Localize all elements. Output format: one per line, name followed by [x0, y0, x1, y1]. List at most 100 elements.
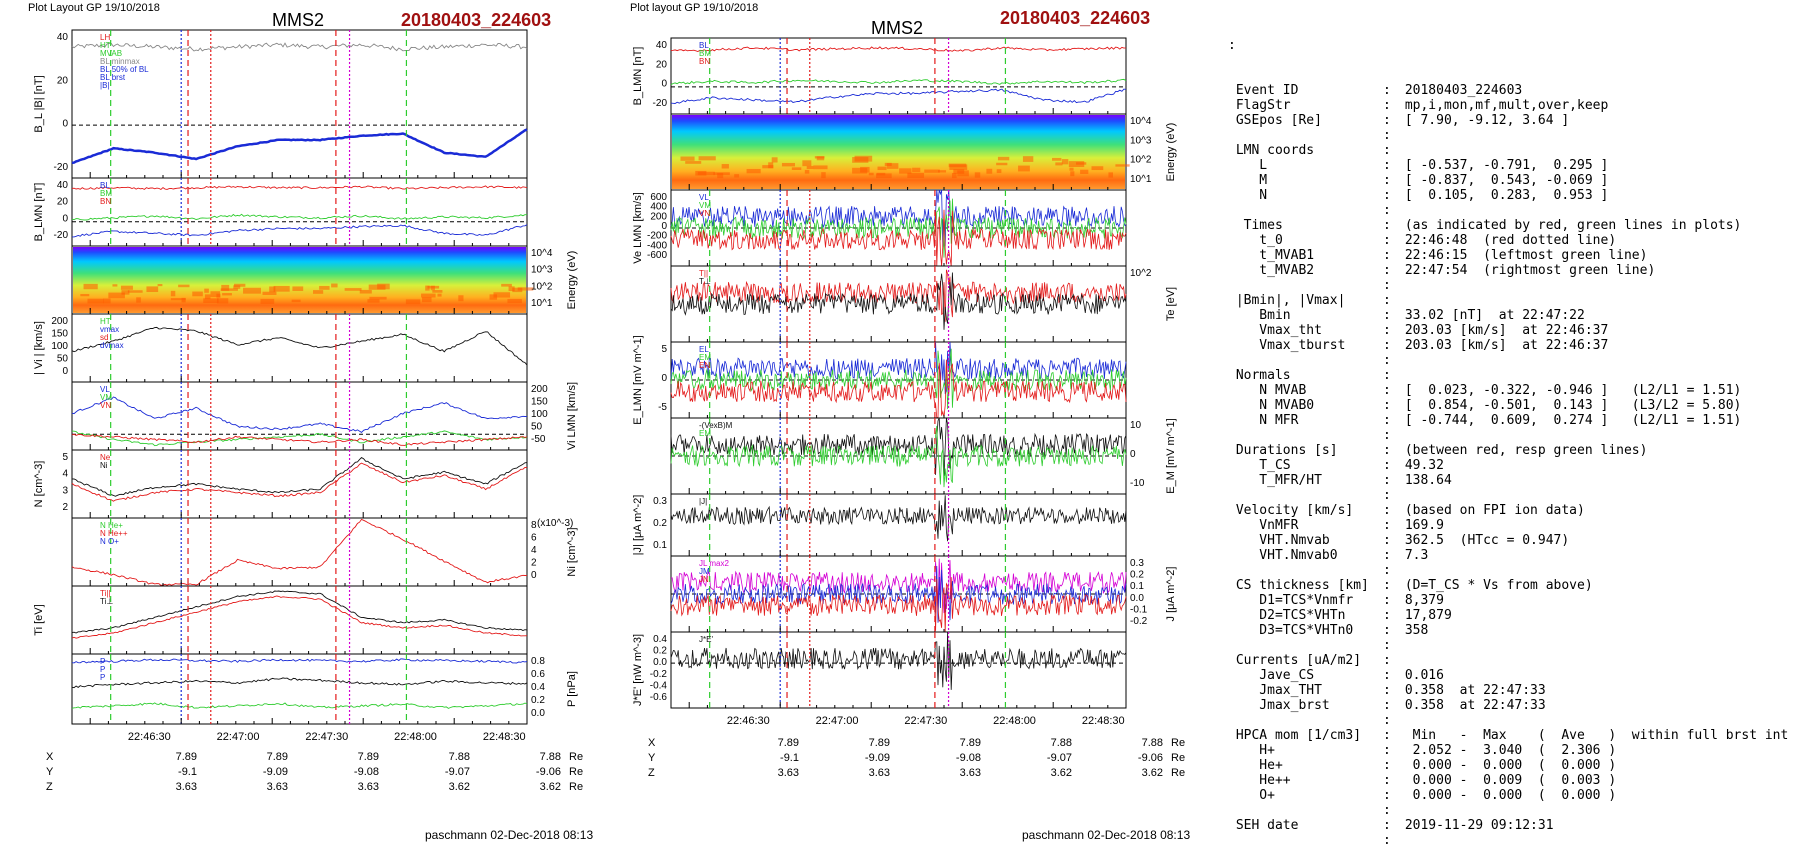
left-ytick-5-4: -50 — [531, 434, 546, 445]
left-ytick-9-4: 0.0 — [531, 708, 545, 719]
info-row: : — [1228, 353, 1798, 368]
left-panel-9-frame — [71, 653, 528, 725]
info-value: 33.02 [nT] at 22:47:22 — [1397, 308, 1585, 323]
left-heatmap-3-spot — [221, 284, 230, 291]
coord-value: 7.89 — [357, 751, 379, 763]
info-key — [1228, 563, 1383, 578]
coord-unit: Re — [569, 751, 584, 763]
right-ytick-5-0: 5 — [661, 344, 667, 355]
right-ytick-3-3: 0 — [661, 221, 667, 232]
left-heatmap-3-spot — [203, 298, 219, 304]
left-panel-5-frame — [71, 381, 528, 451]
left-ytick-1-1: 20 — [57, 75, 69, 86]
info-key: He+ — [1228, 758, 1283, 773]
right-legend-4-0: T|| — [699, 269, 708, 278]
right-ytick-6-1: 0 — [1130, 449, 1136, 460]
info-colon: : — [1383, 788, 1391, 803]
left-event-id-title: 20180403_224603 — [401, 10, 552, 30]
info-row: T_MFR/HT: 138.64 — [1228, 473, 1798, 488]
right-noise-4-0 — [670, 269, 1127, 322]
right-ytick-1-2: 0 — [661, 79, 667, 90]
left-heatmap-3-spot — [405, 299, 421, 305]
left-heatmap-3-spot — [359, 289, 372, 294]
left-heatmap-3-spot — [344, 288, 362, 291]
info-value: 2019-11-29 09:12:31 — [1397, 818, 1554, 833]
right-ylabel-5: E_LMN [mV m^-1] — [632, 335, 644, 425]
info-key: Jave_CS — [1228, 668, 1315, 683]
coord-label: Z — [46, 781, 53, 793]
left-ytick-4-4: 0 — [62, 366, 68, 377]
right-heatmap-2-spot — [734, 174, 740, 178]
info-row: Normals: — [1228, 368, 1798, 383]
right-legend-5-1: EM — [699, 353, 711, 362]
coord-value: 3.62 — [1050, 767, 1072, 779]
info-value: 17,879 — [1397, 608, 1452, 623]
left-heatmap-3-spot — [120, 285, 133, 290]
right-noise-5-2 — [670, 359, 1127, 419]
right-ytick-8-3: 0.0 — [1130, 593, 1144, 604]
right-ytick-3-5: -400 — [647, 240, 667, 251]
info-key: T_CS — [1228, 458, 1291, 473]
left-ytick-2-1: 20 — [57, 197, 69, 208]
info-row: Currents [uA/m2]: — [1228, 653, 1798, 668]
info-value — [1397, 563, 1405, 578]
left-legend-1-4: BL 50% of BL — [100, 65, 149, 74]
left-heatmap-3-spot — [80, 294, 90, 297]
left-legend-4-2: sd — [100, 333, 108, 342]
left-ytick-1-3: -20 — [54, 162, 69, 173]
left-legend-2-2: BN — [100, 197, 111, 206]
info-key: Bmin — [1228, 308, 1291, 323]
info-row: : — [1228, 563, 1798, 578]
right-legend-1-2: BN — [699, 57, 710, 66]
left-time-tick-2: 22:47:30 — [305, 731, 348, 743]
coord-label: X — [46, 751, 54, 763]
left-heatmap-3-spot — [262, 291, 277, 295]
info-value: 20180403_224603 — [1397, 83, 1523, 98]
left-ytick-7-4: 0 — [531, 570, 537, 581]
right-ylabel-3: Ve LMN [km/s] — [632, 192, 644, 264]
info-key — [1228, 428, 1383, 443]
right-heatmap-2-spot — [695, 170, 707, 176]
left-ytick-6-3: 2 — [62, 502, 68, 513]
info-row: LMN coords: — [1228, 143, 1798, 158]
left-legend-6-0: Ne — [100, 453, 111, 462]
info-colon: : — [1383, 128, 1391, 143]
right-heatmap-2-spot — [821, 172, 826, 179]
right-heatmap-2-spot — [907, 172, 925, 178]
right-event-id-title: 20180403_224603 — [1000, 8, 1151, 28]
left-heatmap-3-spot — [367, 299, 380, 303]
info-key — [1228, 203, 1383, 218]
right-heatmap-2-spot — [698, 156, 716, 161]
coord-row-x: X 7.89 7.89 7.89 7.88 7.88 Re — [648, 737, 1185, 752]
info-key — [1228, 803, 1383, 818]
coord-value: -9.08 — [353, 766, 379, 778]
right-panel-7-frame — [670, 493, 1127, 557]
info-key: HPCA mom [1/cm3] — [1228, 728, 1362, 743]
info-value: 0.000 - 0.000 ( 0.000 ) — [1397, 788, 1617, 803]
info-value: mp,i,mon,mf,mult,over,keep — [1397, 98, 1609, 113]
coord-value: 7.88 — [448, 751, 470, 763]
info-value: 22:46:48 (red dotted line) — [1397, 233, 1617, 248]
right-time-tick-2: 22:47:30 — [904, 715, 947, 727]
right-noise-7-0 — [670, 495, 1127, 542]
right-time-tick-3: 22:48:00 — [993, 715, 1036, 727]
info-row: Jmax_THT: 0.358 at 22:47:33 — [1228, 683, 1798, 698]
left-heatmap-3-spot — [146, 286, 159, 293]
info-colon: : — [1383, 368, 1391, 383]
info-value: [ -0.537, -0.791, 0.295 ] — [1397, 158, 1609, 173]
right-ytick-1-1: 20 — [656, 59, 668, 70]
right-ytick-2-2: 10^2 — [1130, 155, 1152, 166]
left-time-tick-3: 22:48:00 — [394, 731, 437, 743]
coord-label: X — [648, 737, 656, 749]
info-key: FlagStr — [1228, 98, 1291, 113]
right-heatmap-2-spot — [1069, 167, 1074, 171]
right-heatmap-2-spot — [685, 161, 702, 164]
info-key: N MVAB — [1228, 383, 1307, 398]
left-author-line: paschmann 02-Dec-2018 08:13 — [425, 828, 594, 842]
right-ytick-8-5: -0.2 — [1130, 616, 1148, 627]
right-coords-table: X 7.89 7.89 7.89 7.88 7.88 Re Y -9.1 -9.09 -9.08 -9… — [648, 737, 1185, 782]
info-key: CS thickness [km] — [1228, 578, 1369, 593]
